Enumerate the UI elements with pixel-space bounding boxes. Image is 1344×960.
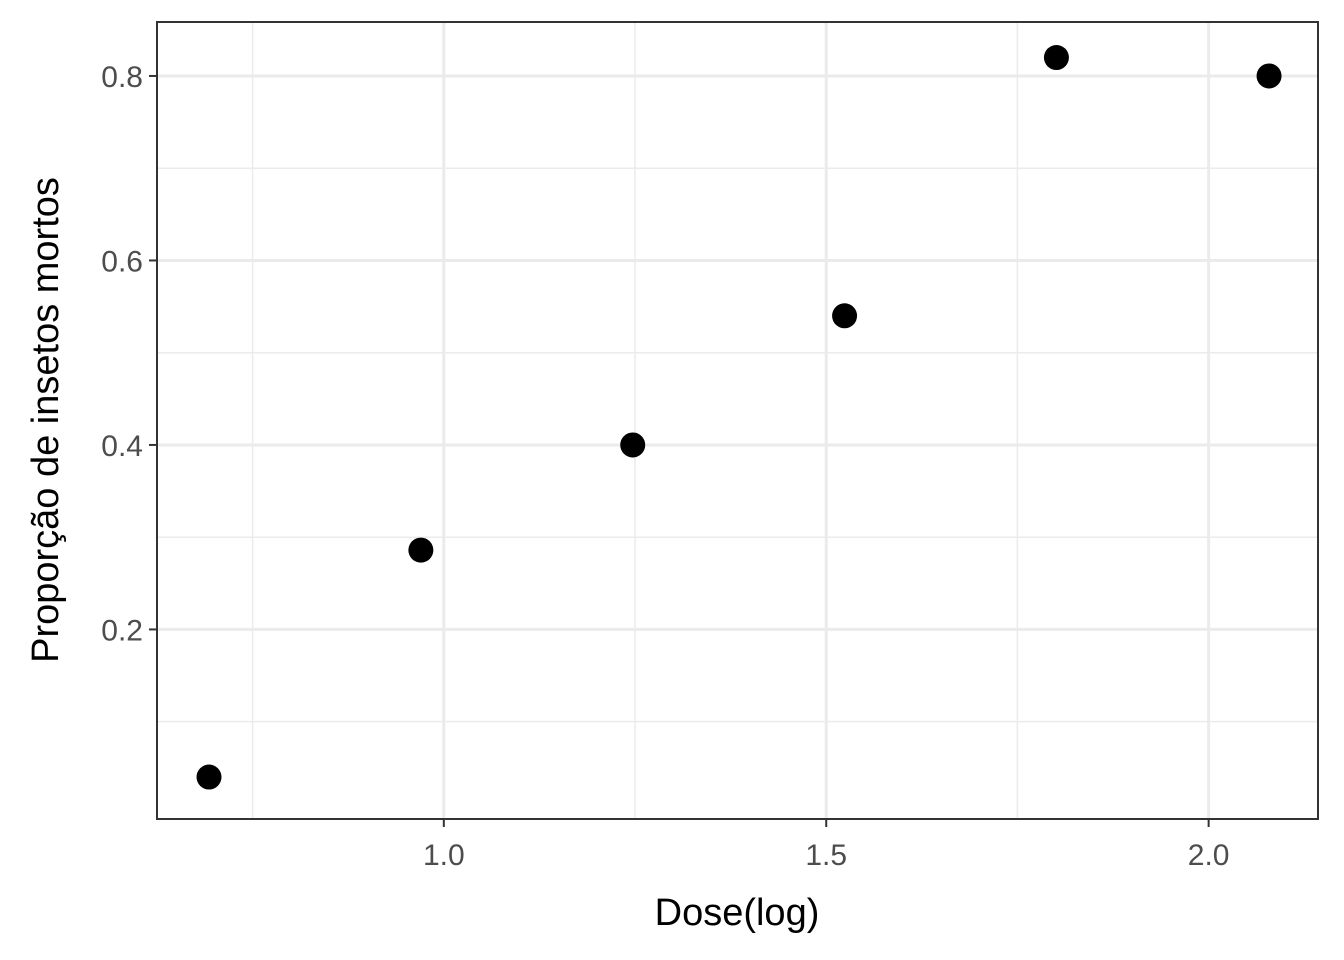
- x-tick-label: 1.0: [423, 839, 465, 872]
- panel-border: [156, 21, 1319, 820]
- x-tick-label: 1.5: [805, 839, 847, 872]
- data-point: [832, 303, 858, 329]
- y-tick-label: 0.8: [101, 61, 143, 94]
- x-axis-ticks: 1.0 1.5 2.0: [423, 819, 1230, 872]
- y-axis-ticks: 0.2 0.4 0.6 0.8: [101, 61, 157, 647]
- x-axis-title: Dose(log): [655, 892, 820, 934]
- grid-minor-lines: [157, 22, 1318, 819]
- data-point: [1256, 63, 1282, 89]
- data-point: [1043, 45, 1069, 71]
- y-tick-label: 0.4: [101, 430, 143, 463]
- data-point: [620, 432, 646, 458]
- x-tick-label: 2.0: [1188, 839, 1230, 872]
- y-axis-title: Proporção de insetos mortos: [25, 177, 67, 663]
- data-point: [196, 764, 222, 790]
- data-point: [408, 537, 434, 563]
- grid-major-lines: [157, 22, 1318, 819]
- y-tick-label: 0.6: [101, 245, 143, 278]
- data-points: [196, 45, 1282, 790]
- y-tick-label: 0.2: [101, 614, 143, 647]
- panel-background: [157, 22, 1318, 819]
